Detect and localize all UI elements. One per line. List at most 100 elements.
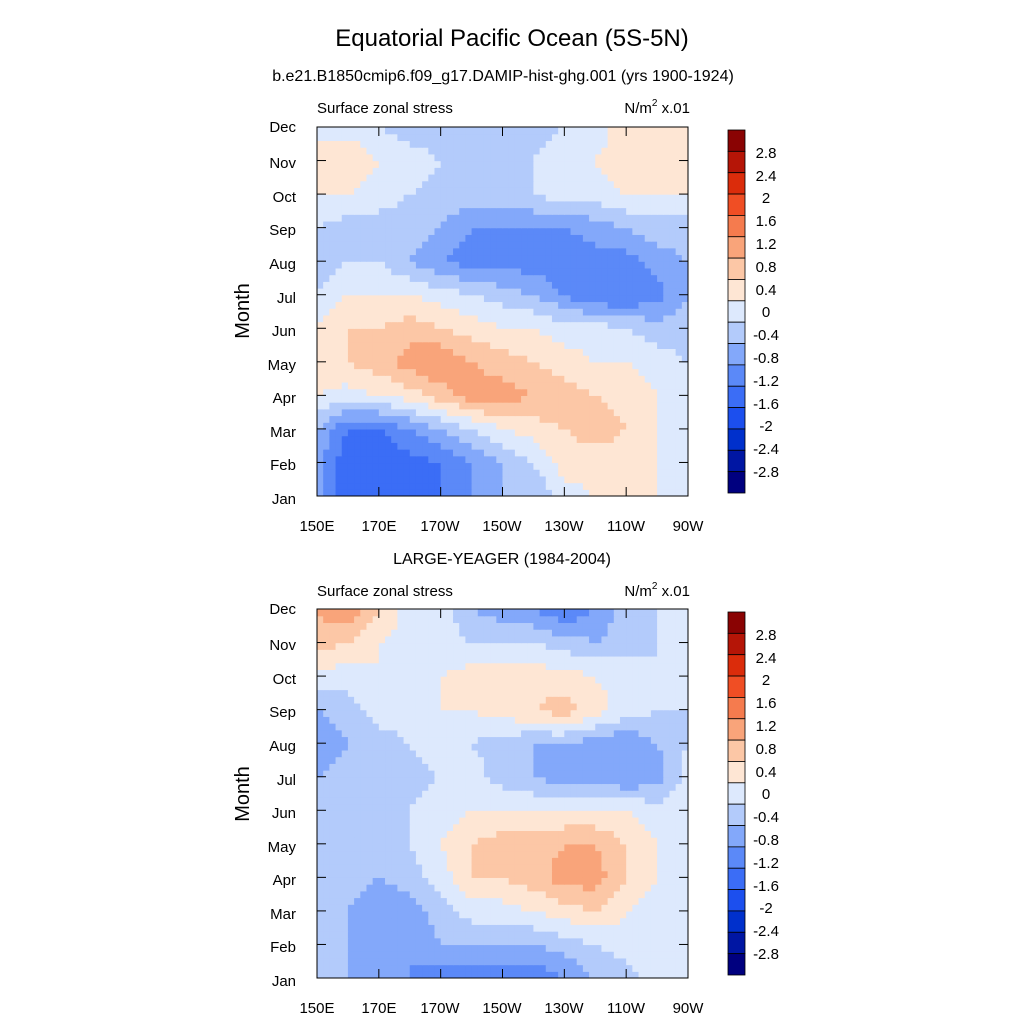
bottom-field-cell	[329, 863, 337, 872]
top-field-cell	[576, 173, 584, 182]
top-colorbar-box	[727, 364, 746, 387]
top-field-cell	[650, 489, 658, 496]
bottom-field-cell	[551, 910, 559, 919]
top-field-cell	[527, 207, 535, 215]
top-field-cell	[576, 314, 584, 323]
bottom-field-cell	[378, 924, 386, 932]
top-field-cell	[483, 261, 491, 269]
top-field-cell	[477, 462, 485, 470]
bottom-field-cell	[385, 917, 392, 925]
top-field-cell	[347, 435, 355, 443]
bottom-field-cell	[601, 830, 609, 838]
top-field-cell	[490, 173, 497, 182]
bottom-field-cell	[638, 837, 646, 845]
bottom-field-cell	[632, 944, 640, 952]
bottom-field-cell	[490, 870, 497, 878]
top-field-cell	[669, 214, 677, 222]
top-field-cell	[589, 234, 596, 242]
bottom-field-cell	[576, 931, 584, 939]
bottom-field-cell	[459, 897, 466, 905]
top-field-cell	[650, 375, 658, 383]
top-field-cell	[391, 200, 398, 209]
bottom-field-cell	[490, 823, 497, 831]
top-field-cell	[409, 294, 417, 303]
top-field-cell	[589, 140, 596, 148]
top-field-cell	[539, 482, 547, 490]
top-field-cell	[576, 140, 584, 148]
top-field-cell	[545, 281, 553, 289]
top-field-cell	[317, 127, 324, 135]
top-field-cell	[409, 147, 417, 155]
top-field-cell	[440, 140, 448, 148]
top-field-cell	[317, 375, 324, 383]
top-field-cell	[564, 422, 572, 430]
top-field-cell	[669, 127, 677, 135]
top-field-cell	[347, 408, 355, 417]
top-field-cell	[558, 475, 565, 484]
top-field-cell	[551, 167, 559, 175]
top-field-cell	[477, 187, 485, 195]
top-field-cell	[372, 194, 380, 202]
top-field-cell	[496, 153, 504, 162]
bottom-field-cell	[391, 904, 398, 912]
bottom-field-cell	[502, 810, 510, 818]
top-field-cell	[335, 435, 343, 443]
bottom-field-cell	[576, 917, 584, 925]
top-field-cell	[644, 361, 652, 370]
bottom-field-cell	[366, 816, 374, 825]
top-field-cell	[329, 475, 337, 484]
bottom-field-cell	[360, 957, 368, 966]
top-field-cell	[496, 281, 504, 289]
top-field-cell	[335, 214, 343, 222]
top-field-cell	[496, 381, 504, 390]
top-field-cell	[681, 173, 688, 182]
top-field-cell	[644, 133, 652, 142]
bottom-field-cell	[514, 803, 522, 811]
bottom-field-cell	[317, 850, 324, 858]
top-field-cell	[681, 288, 688, 296]
bottom-field-cell	[632, 870, 640, 878]
top-field-cell	[657, 147, 664, 155]
bottom-field-cell	[477, 944, 485, 952]
top-field-cell	[514, 402, 522, 410]
top-field-cell	[657, 294, 664, 303]
top-field-cell	[434, 334, 442, 343]
bottom-field-cell	[366, 803, 374, 811]
top-field-cell	[409, 361, 417, 370]
top-field-cell	[391, 234, 398, 242]
top-field-cell	[551, 395, 559, 403]
bottom-field-cell	[459, 837, 466, 845]
bottom-field-cell	[335, 816, 343, 825]
top-field-cell	[644, 207, 652, 215]
top-field-cell	[317, 428, 324, 437]
bottom-field-cell	[360, 964, 368, 972]
top-field-cell	[490, 341, 497, 349]
top-field-cell	[483, 415, 491, 423]
bottom-field-cell	[483, 837, 491, 845]
top-field-cell	[341, 214, 349, 222]
top-field-cell	[601, 227, 609, 235]
top-field-cell	[613, 402, 621, 410]
top-field-cell	[663, 247, 671, 256]
bottom-field-cell	[582, 971, 590, 978]
top-field-cell	[582, 227, 590, 235]
top-field-cell	[347, 308, 355, 316]
top-field-cell	[329, 328, 337, 336]
top-field-cell	[323, 415, 330, 423]
bottom-field-cell	[471, 816, 479, 825]
top-field-cell	[335, 281, 343, 289]
top-field-cell	[521, 361, 528, 370]
bottom-field-cell	[521, 823, 528, 831]
bottom-field-cell	[669, 944, 677, 952]
bottom-field-cell	[483, 877, 491, 885]
bottom-field-cell	[490, 937, 497, 946]
bottom-field-cell	[626, 870, 633, 878]
bottom-field-cell	[329, 823, 337, 831]
top-field-cell	[465, 462, 473, 470]
bottom-field-cell	[428, 803, 436, 811]
top-field-cell	[391, 301, 398, 309]
top-field-cell	[317, 408, 324, 417]
top-field-cell	[551, 475, 559, 484]
top-field-cell	[372, 294, 380, 303]
bottom-field-cell	[372, 924, 380, 932]
